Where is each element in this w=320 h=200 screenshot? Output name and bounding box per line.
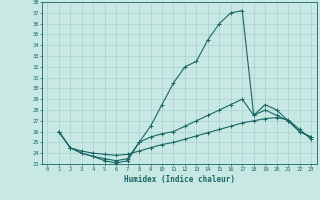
X-axis label: Humidex (Indice chaleur): Humidex (Indice chaleur) — [124, 175, 235, 184]
